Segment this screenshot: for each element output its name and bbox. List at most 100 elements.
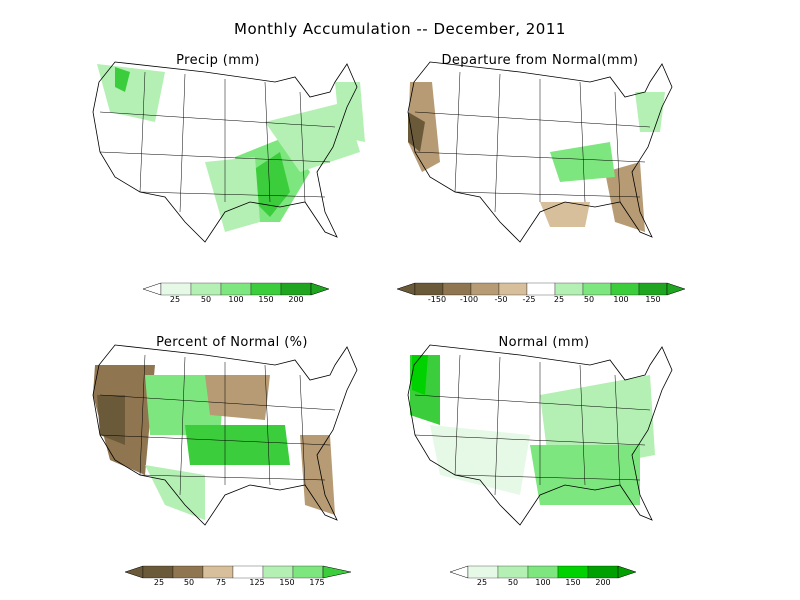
normal-cbar-seg-1 bbox=[467, 565, 499, 579]
percent-shading bbox=[93, 365, 335, 520]
departure-shade-gulf bbox=[540, 202, 590, 227]
departure-tick-6: 100 bbox=[613, 295, 628, 304]
precip-tick-0: 25 bbox=[170, 295, 180, 304]
normal-tick-3: 150 bbox=[565, 578, 580, 587]
panel-title-precip: Precip (mm) bbox=[176, 53, 260, 68]
main-title: Monthly Accumulation -- December, 2011 bbox=[234, 20, 566, 38]
precip-shade-nw bbox=[97, 64, 165, 122]
departure-shade-ne bbox=[635, 92, 665, 132]
normal-cbar-seg-5 bbox=[587, 565, 619, 579]
departure-cbar-seg-9 bbox=[638, 282, 668, 296]
normal-us-outline bbox=[407, 344, 673, 526]
percent-cbar-seg-6 bbox=[292, 565, 324, 579]
precip-cbar-seg-3 bbox=[220, 282, 252, 296]
normal-shading bbox=[410, 355, 655, 505]
precip-tick-2: 100 bbox=[228, 295, 243, 304]
percent-shade-central bbox=[185, 425, 290, 465]
precip-cbar-cap-low bbox=[142, 282, 162, 296]
normal-tick-0: 25 bbox=[477, 578, 487, 587]
percent-cbar-seg-1 bbox=[142, 565, 174, 579]
map-departure bbox=[407, 61, 673, 243]
precip-cbar-cap-high bbox=[310, 282, 330, 296]
normal-tick-4: 200 bbox=[595, 578, 610, 587]
departure-tick-1: -100 bbox=[460, 295, 478, 304]
map-normal bbox=[407, 344, 673, 526]
departure-shade-central bbox=[550, 142, 615, 182]
precip-colorbar: 25 50 100 150 200 bbox=[142, 282, 330, 304]
precip-shade-ms-core bbox=[250, 152, 290, 217]
percent-tick-0: 25 bbox=[154, 578, 164, 587]
departure-tick-3: -25 bbox=[522, 295, 535, 304]
precip-us-outline bbox=[92, 61, 358, 243]
precip-shade-ohio bbox=[265, 102, 360, 172]
departure-tick-4: 25 bbox=[554, 295, 564, 304]
percent-shade-west-core bbox=[97, 395, 125, 445]
panel-title-percent: Percent of Normal (%) bbox=[156, 335, 308, 350]
departure-cbar-seg-2 bbox=[442, 282, 472, 296]
normal-cbar-seg-3 bbox=[527, 565, 559, 579]
normal-cbar-seg-4 bbox=[557, 565, 589, 579]
percent-cbar-cap-low bbox=[124, 565, 144, 579]
map-precip bbox=[92, 61, 365, 243]
departure-shading bbox=[408, 82, 665, 232]
departure-cbar-seg-4 bbox=[498, 282, 528, 296]
precip-shading bbox=[97, 64, 365, 232]
precip-tick-1: 50 bbox=[201, 295, 211, 304]
precip-shade-nw-coast bbox=[115, 67, 130, 92]
normal-cbar-cap-low bbox=[449, 565, 469, 579]
precip-cbar-seg-1 bbox=[160, 282, 192, 296]
departure-shade-se bbox=[605, 162, 645, 232]
normal-shade-nw-core bbox=[412, 355, 428, 395]
percent-shade-plains bbox=[205, 375, 270, 420]
normal-tick-2: 100 bbox=[535, 578, 550, 587]
precip-cbar-seg-5 bbox=[280, 282, 312, 296]
precip-tick-4: 200 bbox=[288, 295, 303, 304]
departure-tick-7: 150 bbox=[645, 295, 660, 304]
percent-tick-3: 125 bbox=[249, 578, 264, 587]
percent-tick-4: 150 bbox=[279, 578, 294, 587]
percent-cbar-seg-5 bbox=[262, 565, 294, 579]
percent-us-outline bbox=[92, 344, 358, 526]
departure-cbar-seg-5 bbox=[526, 282, 556, 296]
percent-colorbar: 25 50 75 125 150 175 bbox=[124, 565, 352, 587]
percent-cbar-seg-3 bbox=[202, 565, 234, 579]
percent-shade-se bbox=[300, 435, 335, 515]
normal-tick-1: 50 bbox=[508, 578, 518, 587]
precip-tick-3: 150 bbox=[258, 295, 273, 304]
departure-cbar-cap-high bbox=[666, 282, 686, 296]
normal-colorbar: 25 50 100 150 200 bbox=[449, 565, 637, 587]
percent-tick-2: 75 bbox=[216, 578, 226, 587]
departure-us-outline bbox=[407, 61, 673, 243]
departure-cbar-cap-low bbox=[396, 282, 416, 296]
map-percent bbox=[92, 344, 358, 526]
percent-cbar-seg-2 bbox=[172, 565, 204, 579]
departure-shade-nw-core bbox=[408, 112, 425, 152]
percent-cbar-cap-high bbox=[322, 565, 352, 579]
departure-state-lines bbox=[414, 71, 651, 213]
normal-cbar-cap-high bbox=[617, 565, 637, 579]
departure-colorbar: -150 -100 -50 -25 25 50 100 150 bbox=[396, 282, 686, 304]
departure-cbar-seg-8 bbox=[610, 282, 640, 296]
percent-cbar-seg-4 bbox=[232, 565, 264, 579]
normal-shade-south bbox=[530, 445, 640, 505]
normal-cbar-seg-2 bbox=[497, 565, 529, 579]
normal-state-lines bbox=[414, 354, 651, 496]
normal-shade-west bbox=[430, 425, 530, 495]
departure-tick-2: -50 bbox=[494, 295, 507, 304]
departure-cbar-seg-1 bbox=[414, 282, 444, 296]
precip-cbar-seg-2 bbox=[190, 282, 222, 296]
precip-state-lines bbox=[99, 71, 336, 213]
departure-cbar-seg-3 bbox=[470, 282, 500, 296]
percent-shade-rockies bbox=[145, 375, 225, 435]
precip-cbar-seg-4 bbox=[250, 282, 282, 296]
departure-cbar-seg-7 bbox=[582, 282, 612, 296]
panel-title-departure: Departure from Normal(mm) bbox=[441, 53, 639, 68]
departure-cbar-seg-6 bbox=[554, 282, 584, 296]
panel-title-normal: Normal (mm) bbox=[498, 335, 590, 350]
percent-tick-5: 175 bbox=[309, 578, 324, 587]
percent-state-lines bbox=[99, 354, 336, 496]
departure-tick-5: 50 bbox=[584, 295, 594, 304]
percent-tick-1: 50 bbox=[184, 578, 194, 587]
precip-shade-ne bbox=[335, 82, 365, 142]
departure-tick-0: -150 bbox=[428, 295, 446, 304]
